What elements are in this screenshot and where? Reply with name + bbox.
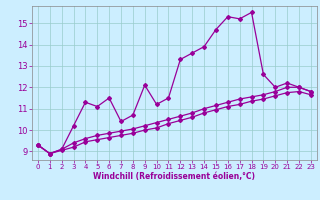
X-axis label: Windchill (Refroidissement éolien,°C): Windchill (Refroidissement éolien,°C) (93, 172, 255, 181)
